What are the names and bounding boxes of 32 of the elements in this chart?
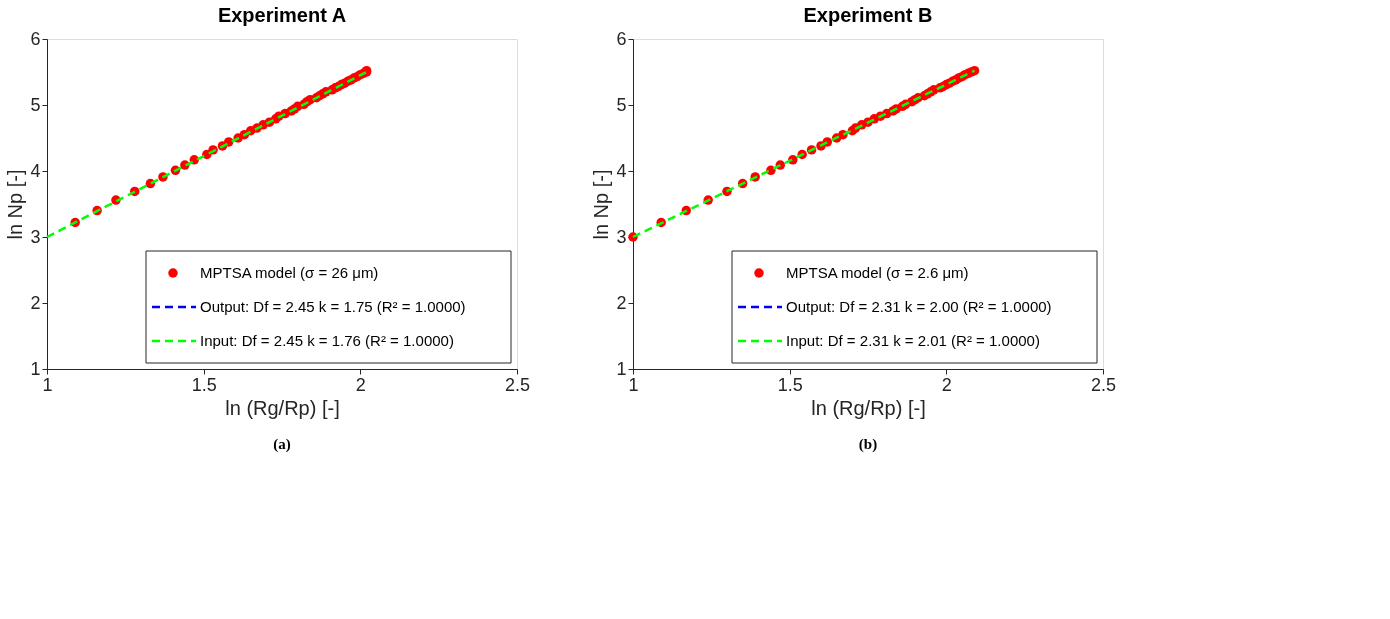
x-tick-label: 2.5 — [1090, 374, 1117, 395]
legend-label: MPTSA model (σ = 2.6 μm) — [786, 264, 969, 281]
x-axis-title: ln (Rg/Rp) [-] — [225, 396, 340, 419]
text: (b) — [858, 436, 878, 453]
y-tick-label: 6 — [30, 28, 41, 49]
y-tick-label: 3 — [30, 226, 41, 247]
legend-label: MPTSA model (σ = 26 μm) — [200, 264, 379, 281]
x-tick-label: 2 — [941, 374, 952, 395]
y-tick-label: 1 — [616, 358, 627, 379]
y-tick-label: 4 — [30, 160, 41, 181]
legend-label: Output: Df = 2.31 k = 2.00 (R² = 1.0000) — [786, 298, 1052, 315]
text: (a) — [273, 436, 291, 453]
chart-title: Experiment B — [803, 4, 933, 26]
legend-label: Input: Df = 2.31 k = 2.01 (R² = 1.0000) — [786, 332, 1040, 349]
legend-label: Input: Df = 2.45 k = 1.76 (R² = 1.0000) — [200, 332, 454, 349]
x-tick-label: 2.5 — [504, 374, 531, 395]
y-tick-label: 3 — [616, 226, 627, 247]
y-tick-label: 5 — [616, 94, 627, 115]
x-tick-label: 2 — [355, 374, 366, 395]
x-tick-label: 1.5 — [191, 374, 217, 395]
y-tick-label: 2 — [616, 292, 627, 313]
x-axis-title: ln (Rg/Rp) [-] — [811, 396, 926, 419]
y-tick-label: 5 — [30, 94, 41, 115]
y-tick-label: 2 — [30, 292, 41, 313]
x-tick-label: 1.5 — [777, 374, 803, 395]
y-tick-label: 6 — [616, 28, 627, 49]
legend-label: Output: Df = 2.45 k = 1.75 (R² = 1.0000) — [200, 298, 466, 315]
y-axis-title: ln Np [-] — [4, 169, 27, 240]
chart-title: Experiment A — [217, 4, 347, 26]
y-axis-title: ln Np [-] — [590, 169, 613, 240]
y-tick-label: 4 — [616, 160, 627, 181]
y-tick-label: 1 — [30, 358, 41, 379]
